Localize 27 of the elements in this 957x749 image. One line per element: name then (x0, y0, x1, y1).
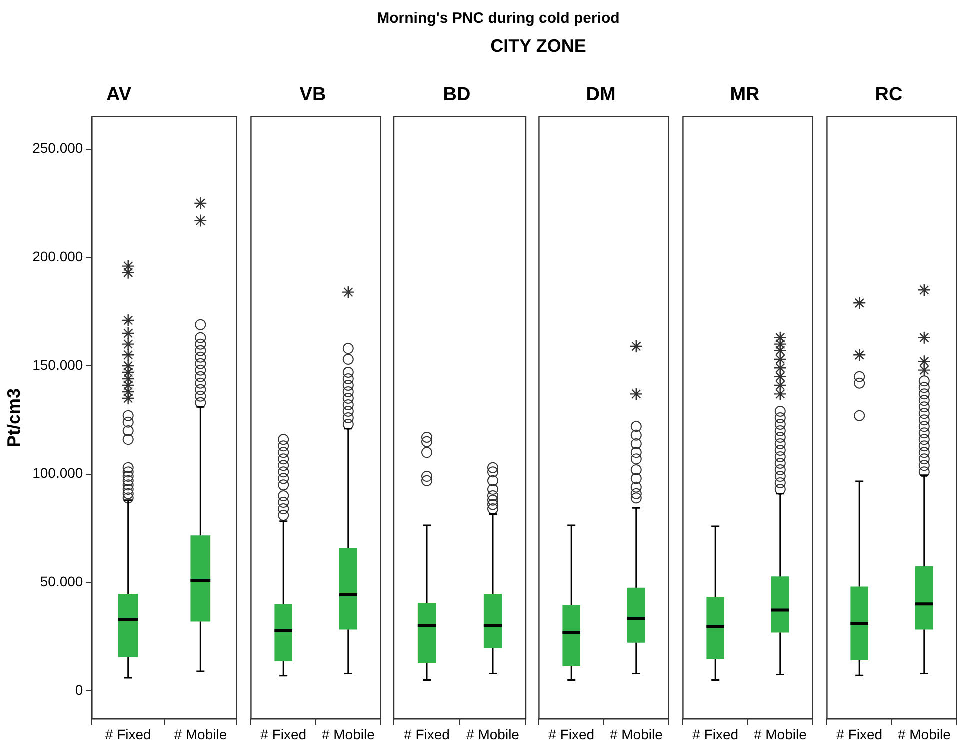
y-axis-title: Pt/cm3 (4, 388, 24, 448)
y-tick-label: 150.000 (32, 356, 84, 373)
x-tick-label: # Mobile (174, 726, 228, 742)
text: Morning's PNC during cold period (376, 9, 621, 29)
y-tick-label: 0 (75, 682, 84, 698)
chart-title: VB (300, 84, 326, 106)
y-tick-label: 100.000 (32, 465, 84, 482)
chart-title: DM (586, 84, 616, 106)
y-tick-label: 50.000 (40, 574, 84, 590)
y-tick-label: 250.000 (32, 140, 84, 156)
chart-title: BD (443, 84, 471, 106)
x-tick-label: # Fixed (692, 726, 739, 742)
x-tick-label: # Fixed (105, 726, 152, 742)
x-tick-label: # Mobile (610, 726, 664, 742)
x-tick-label: # Mobile (898, 726, 952, 742)
x-tick-label: # Mobile (754, 726, 808, 742)
x-tick-label: # Fixed (548, 726, 595, 742)
x-tick-label: # Fixed (404, 726, 450, 742)
x-tick-label: # Mobile (322, 726, 376, 742)
chart-title: MR (730, 84, 760, 106)
text: CITY ZONE (490, 36, 588, 57)
x-tick-label: # Fixed (836, 726, 883, 742)
chart-title: RC (875, 84, 903, 106)
x-tick-label: # Fixed (260, 726, 307, 742)
x-tick-label: # Mobile (466, 726, 520, 742)
y-tick-label: 200.000 (32, 248, 84, 265)
chart-title: AV (106, 84, 132, 106)
